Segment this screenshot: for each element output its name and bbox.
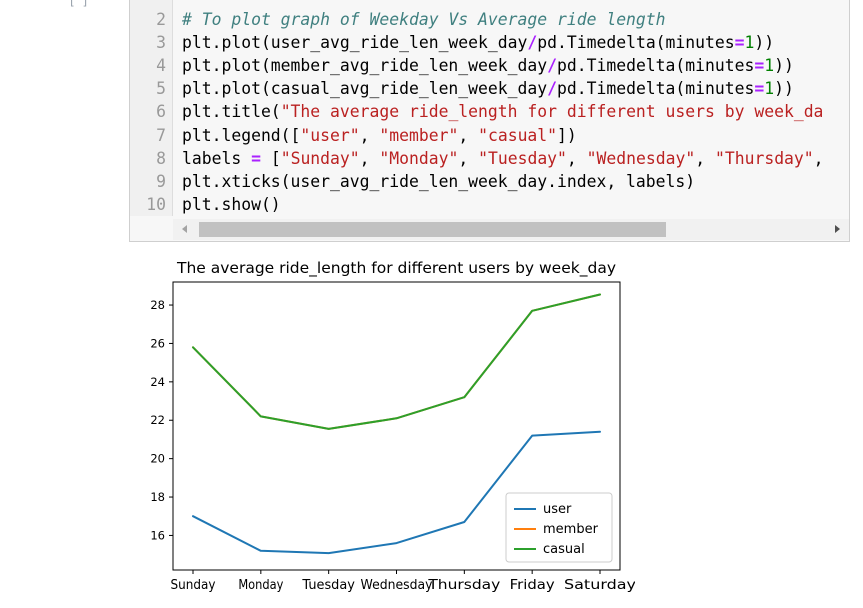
y-tick-label: 20: [150, 452, 165, 466]
line-number: 9: [130, 170, 166, 193]
line-number: 7: [130, 124, 166, 147]
code-token: ,: [567, 149, 587, 168]
code-token: plt.title(: [182, 102, 281, 121]
code-token: 1: [764, 56, 774, 75]
code-token: ,: [458, 126, 478, 145]
code-token: "The average ride_length for different u…: [281, 102, 824, 121]
code-token: /: [547, 56, 557, 75]
code-text[interactable]: plt.show(): [182, 193, 281, 216]
code-token: /: [547, 79, 557, 98]
x-tick-label: Sunday: [171, 578, 216, 593]
code-line[interactable]: 8 labels = ["Sunday", "Monday", "Tuesday"…: [130, 147, 849, 170]
y-tick-label: 16: [150, 528, 165, 542]
y-tick-label: 18: [150, 490, 165, 504]
code-line[interactable]: 4 plt.plot(member_avg_ride_len_week_day/p…: [130, 54, 849, 77]
code-token: ,: [360, 126, 380, 145]
code-token: [: [261, 149, 281, 168]
code-token: ,: [695, 149, 715, 168]
code-text[interactable]: plt.xticks(user_avg_ride_len_week_day.in…: [182, 170, 695, 193]
line-number: 2: [130, 8, 166, 31]
x-tick-label: Wednesday: [361, 578, 433, 593]
code-token: "Tuesday": [478, 149, 567, 168]
code-line[interactable]: 2 # To plot graph of Weekday Vs Average r…: [130, 8, 849, 31]
cell-prompt: [ ]: [70, 0, 89, 8]
code-token: plt.show(): [182, 195, 281, 214]
legend-label: user: [543, 502, 572, 517]
code-token: pd.Timedelta(minutes: [537, 33, 734, 52]
scroll-left-icon[interactable]: [173, 219, 197, 240]
line-number: 5: [130, 77, 166, 100]
code-token: ,: [458, 149, 478, 168]
line-chart: The average ride_length for different us…: [125, 252, 635, 604]
code-token: labels: [182, 149, 251, 168]
line-number: 8: [130, 147, 166, 170]
code-token: "member": [379, 126, 458, 145]
code-line[interactable]: 9 plt.xticks(user_avg_ride_len_week_day.i…: [130, 170, 849, 193]
code-token: "Monday": [379, 149, 458, 168]
scroll-right-icon[interactable]: [825, 219, 849, 240]
code-token: plt.legend([: [182, 126, 300, 145]
code-token: plt.xticks(user_avg_ride_len_week_day.in…: [182, 172, 695, 191]
code-text[interactable]: plt.plot(user_avg_ride_len_week_day/pd.T…: [182, 31, 774, 54]
line-number: 6: [130, 100, 166, 123]
code-token: "casual": [478, 126, 557, 145]
code-token: "user": [300, 126, 359, 145]
code-token: ,: [360, 149, 380, 168]
code-token: /: [527, 33, 537, 52]
code-text[interactable]: labels = ["Sunday", "Monday", "Tuesday",…: [182, 147, 824, 170]
code-token: =: [735, 33, 745, 52]
x-tick-label: Thursday: [427, 578, 501, 593]
code-token: ,: [814, 149, 824, 168]
code-token: "Sunday": [281, 149, 360, 168]
code-token: )): [774, 56, 794, 75]
code-text[interactable]: plt.legend(["user", "member", "casual"]): [182, 124, 577, 147]
x-tick-label: Monday: [238, 578, 283, 593]
line-number: 3: [130, 31, 166, 54]
y-tick-label: 26: [150, 336, 165, 350]
code-line[interactable]: 6 plt.title("The average ride_length for …: [130, 100, 849, 123]
code-token: 1: [745, 33, 755, 52]
code-token: =: [754, 79, 764, 98]
series-line-casual: [193, 295, 600, 429]
code-text[interactable]: # To plot graph of Weekday Vs Average ri…: [182, 8, 666, 31]
horizontal-scrollbar[interactable]: [173, 219, 849, 240]
chart-title: The average ride_length for different us…: [176, 259, 616, 278]
code-line[interactable]: 5 plt.plot(casual_avg_ride_len_week_day/p…: [130, 77, 849, 100]
line-number: 10: [130, 193, 166, 216]
legend-label: casual: [543, 542, 585, 557]
legend-label: member: [543, 522, 599, 537]
code-line[interactable]: 10 plt.show(): [130, 193, 849, 216]
code-token: pd.Timedelta(minutes: [557, 79, 754, 98]
x-tick-label: Friday: [510, 578, 555, 593]
scrollbar-thumb[interactable]: [199, 222, 666, 237]
code-token: ]): [557, 126, 577, 145]
code-text[interactable]: plt.plot(casual_avg_ride_len_week_day/pd…: [182, 77, 794, 100]
output-chart: The average ride_length for different us…: [125, 252, 635, 608]
x-tick-label: Tuesday: [301, 578, 355, 593]
code-token: )): [754, 33, 774, 52]
code-token: "Thursday": [715, 149, 814, 168]
code-line[interactable]: 3 plt.plot(user_avg_ride_len_week_day/pd.…: [130, 31, 849, 54]
code-token: pd.Timedelta(minutes: [557, 56, 754, 75]
code-token: =: [251, 149, 261, 168]
code-token: "Wednesday": [587, 149, 696, 168]
code-text[interactable]: plt.title("The average ride_length for d…: [182, 100, 823, 123]
code-text[interactable]: plt.plot(member_avg_ride_len_week_day/pd…: [182, 54, 794, 77]
code-token: plt.plot(member_avg_ride_len_week_day: [182, 56, 547, 75]
code-line[interactable]: 7 plt.legend(["user", "member", "casual"]…: [130, 124, 849, 147]
code-token: 1: [764, 79, 774, 98]
line-number: 4: [130, 54, 166, 77]
y-tick-label: 24: [150, 375, 165, 389]
y-tick-label: 28: [150, 298, 165, 312]
y-tick-label: 22: [150, 413, 165, 427]
code-token: )): [774, 79, 794, 98]
code-token: plt.plot(user_avg_ride_len_week_day: [182, 33, 527, 52]
x-tick-label: Saturday: [564, 578, 635, 593]
code-token: # To plot graph of Weekday Vs Average ri…: [182, 10, 666, 29]
code-token: plt.plot(casual_avg_ride_len_week_day: [182, 79, 547, 98]
code-token: =: [754, 56, 764, 75]
code-cell[interactable]: 2 # To plot graph of Weekday Vs Average r…: [129, 0, 850, 242]
